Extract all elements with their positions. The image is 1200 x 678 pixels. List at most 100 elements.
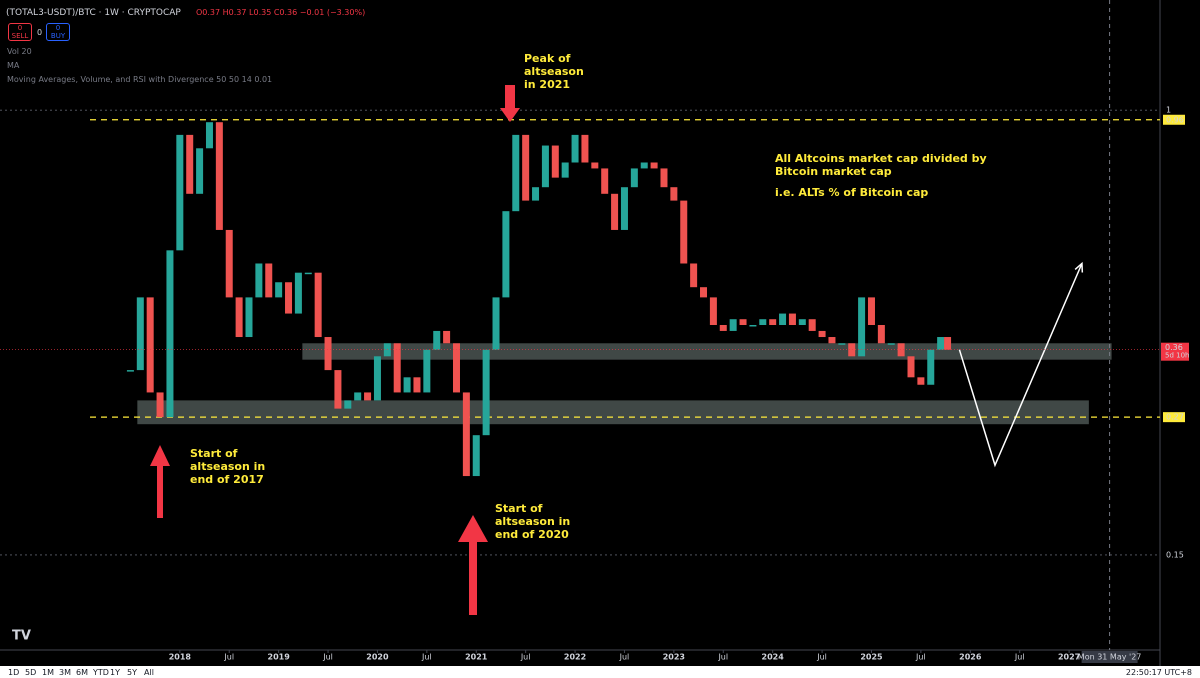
candle <box>944 337 952 350</box>
x-tick-label: Jul <box>520 653 531 662</box>
candle <box>917 377 925 385</box>
candle <box>620 187 628 230</box>
candle <box>344 400 352 409</box>
candle <box>601 168 609 194</box>
annotation: Start of altseason in end of 2020 <box>495 502 571 541</box>
candle <box>275 282 283 298</box>
annotation: i.e. ALTs % of Bitcoin cap <box>775 186 929 199</box>
range-button[interactable]: 5D <box>25 668 37 677</box>
candle <box>393 343 401 393</box>
candle <box>443 330 451 344</box>
candle <box>719 325 727 331</box>
candle <box>166 250 174 418</box>
candle <box>205 122 213 149</box>
arrow <box>500 85 520 122</box>
candle <box>255 263 263 298</box>
x-tick-label: Jul <box>1014 653 1025 662</box>
crosshair-label: Mon 31 May '27 <box>1078 653 1142 662</box>
range-button[interactable]: All <box>144 668 154 677</box>
candle <box>294 272 302 314</box>
clock: 22:50:17 UTC+8 <box>1125 668 1192 677</box>
symbol: (TOTAL3-USDT)/BTC · 1W · CRYPTOCAP <box>6 8 181 18</box>
x-tick-label: 2021 <box>465 653 488 662</box>
candle <box>759 319 767 325</box>
indicator[interactable]: Moving Averages, Volume, and RSI with Di… <box>7 75 273 84</box>
buy-label: BUY <box>50 32 66 40</box>
level-label: 0.27 <box>1166 413 1184 422</box>
candle <box>680 200 688 264</box>
candle <box>354 392 362 401</box>
x-tick-label: 2027 <box>1058 653 1080 662</box>
candle <box>512 134 520 212</box>
candle <box>660 168 668 188</box>
x-tick-label: Jul <box>619 653 630 662</box>
projection-arrowhead <box>1074 261 1084 273</box>
projection-line <box>958 263 1083 468</box>
candle <box>798 319 806 325</box>
annotation: All Altcoins market cap divided by Bitco… <box>775 152 987 178</box>
candle <box>611 193 619 230</box>
candle <box>235 297 243 338</box>
candle <box>413 377 421 393</box>
buy-button[interactable]: 0 BUY <box>46 23 70 41</box>
range-button[interactable]: 3M <box>59 668 71 677</box>
candle <box>877 325 885 344</box>
crosshair-tag <box>1081 651 1138 663</box>
candle <box>937 337 945 350</box>
candle <box>769 319 777 325</box>
ohlc: O0.37 H0.37 L0.35 C0.36 −0.01 (−3.30%) <box>196 8 366 17</box>
indicator[interactable]: Vol 20 <box>7 47 32 56</box>
candle <box>186 134 194 194</box>
candle <box>245 297 253 338</box>
arrow <box>458 515 488 615</box>
candle <box>709 297 717 325</box>
candle <box>571 134 579 163</box>
candle <box>630 168 638 188</box>
x-tick-label: 2025 <box>860 653 883 662</box>
candle <box>551 145 559 178</box>
level-tag <box>1163 412 1185 423</box>
x-tick-label: 2020 <box>366 653 389 662</box>
candle <box>887 343 895 345</box>
toolbar: 1D 5D 1M 3M 6M YTD 1Y 5Y All 22:50:17 UTC+8 <box>0 666 1200 678</box>
candle <box>433 330 441 350</box>
candle <box>176 134 184 251</box>
candle <box>818 330 826 338</box>
range-button[interactable]: 1D <box>8 668 20 677</box>
range-button[interactable]: 1M <box>42 668 54 677</box>
plot-bg <box>0 0 1160 650</box>
x-tick-label: 2018 <box>169 653 192 662</box>
candle <box>541 145 549 188</box>
candle <box>907 356 915 378</box>
candle <box>146 297 154 393</box>
range-button[interactable]: YTD <box>93 668 109 677</box>
last-price-tag <box>1161 342 1189 361</box>
candle <box>828 337 836 344</box>
candle <box>927 349 935 385</box>
range-button[interactable]: 1Y <box>110 668 120 677</box>
x-tick-label: Jul <box>421 653 432 662</box>
candle <box>808 319 816 331</box>
candle <box>265 263 273 298</box>
indicator[interactable]: MA <box>7 61 20 70</box>
candle <box>196 148 204 194</box>
range-button[interactable]: 6M <box>76 668 88 677</box>
x-tick-label: Jul <box>717 653 728 662</box>
candle <box>314 272 322 338</box>
countdown-label: 5d 10h <box>1165 352 1189 360</box>
candle <box>492 297 500 350</box>
candle <box>561 162 569 178</box>
zone <box>137 400 1089 425</box>
candle <box>858 297 866 357</box>
y-tick-label: 1 <box>1166 106 1171 115</box>
candle <box>304 272 312 275</box>
candle <box>779 313 787 325</box>
range-button[interactable]: 5Y <box>127 668 137 677</box>
x-tick-label: 2026 <box>959 653 982 662</box>
x-tick-label: Jul <box>322 653 333 662</box>
candle <box>670 187 678 201</box>
candle <box>373 356 381 401</box>
level-tag <box>1163 114 1185 125</box>
sell-button[interactable]: 0 SELL <box>8 23 32 41</box>
